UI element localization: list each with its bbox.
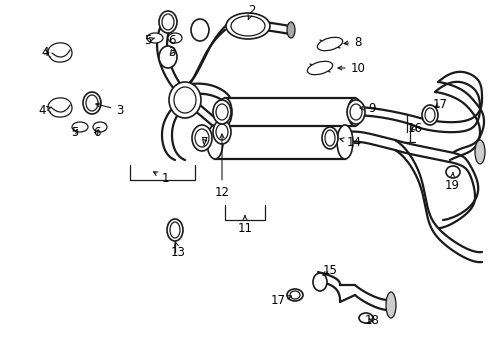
Ellipse shape <box>192 125 212 151</box>
Ellipse shape <box>312 273 326 291</box>
Text: 3: 3 <box>96 103 123 117</box>
Ellipse shape <box>167 219 183 241</box>
Ellipse shape <box>213 100 230 124</box>
Text: 15: 15 <box>322 264 337 276</box>
Ellipse shape <box>159 11 177 33</box>
Ellipse shape <box>289 291 299 299</box>
Ellipse shape <box>162 14 174 30</box>
Ellipse shape <box>230 16 264 36</box>
Ellipse shape <box>474 140 484 164</box>
Text: 6: 6 <box>168 33 175 46</box>
Text: 17: 17 <box>431 98 447 111</box>
Ellipse shape <box>170 222 180 238</box>
Ellipse shape <box>83 92 101 114</box>
Text: 9: 9 <box>359 102 375 114</box>
Ellipse shape <box>159 46 177 68</box>
Ellipse shape <box>336 125 352 159</box>
Text: 4: 4 <box>38 104 51 117</box>
Ellipse shape <box>424 108 434 122</box>
Ellipse shape <box>286 22 294 38</box>
Ellipse shape <box>206 125 223 159</box>
Text: 7: 7 <box>201 135 208 149</box>
Text: 4: 4 <box>41 45 49 59</box>
Text: 8: 8 <box>343 36 361 49</box>
Text: 17: 17 <box>270 293 291 306</box>
Ellipse shape <box>317 37 342 51</box>
Text: 1: 1 <box>153 171 168 185</box>
Text: 12: 12 <box>214 134 229 198</box>
Ellipse shape <box>216 124 227 140</box>
Ellipse shape <box>225 13 269 39</box>
Ellipse shape <box>307 61 332 75</box>
Text: 5: 5 <box>144 33 154 46</box>
Ellipse shape <box>385 292 395 318</box>
Ellipse shape <box>168 33 182 43</box>
Ellipse shape <box>421 105 437 125</box>
Text: 3: 3 <box>168 45 175 59</box>
Ellipse shape <box>347 98 361 126</box>
Ellipse shape <box>286 289 303 301</box>
Bar <box>215 125 345 159</box>
Text: 14: 14 <box>339 135 361 149</box>
Ellipse shape <box>349 104 361 120</box>
Ellipse shape <box>195 129 208 147</box>
Ellipse shape <box>86 95 98 111</box>
Ellipse shape <box>358 313 372 323</box>
Ellipse shape <box>216 104 227 120</box>
Ellipse shape <box>325 130 334 146</box>
Text: 11: 11 <box>237 216 252 234</box>
Ellipse shape <box>321 127 337 149</box>
Text: 6: 6 <box>93 126 101 139</box>
Ellipse shape <box>174 87 196 113</box>
Bar <box>224 98 354 126</box>
Text: 5: 5 <box>71 126 79 139</box>
Text: 10: 10 <box>337 62 365 75</box>
Text: 18: 18 <box>364 314 379 327</box>
Text: 2: 2 <box>247 4 255 19</box>
Ellipse shape <box>72 122 88 132</box>
Ellipse shape <box>218 98 231 126</box>
Ellipse shape <box>213 120 230 144</box>
Ellipse shape <box>191 19 208 41</box>
Ellipse shape <box>445 166 459 178</box>
Text: 19: 19 <box>444 173 459 192</box>
Text: 16: 16 <box>407 122 422 135</box>
Ellipse shape <box>169 82 201 118</box>
Ellipse shape <box>147 33 163 43</box>
Ellipse shape <box>346 100 364 124</box>
Text: 13: 13 <box>170 242 185 258</box>
Ellipse shape <box>93 122 107 132</box>
